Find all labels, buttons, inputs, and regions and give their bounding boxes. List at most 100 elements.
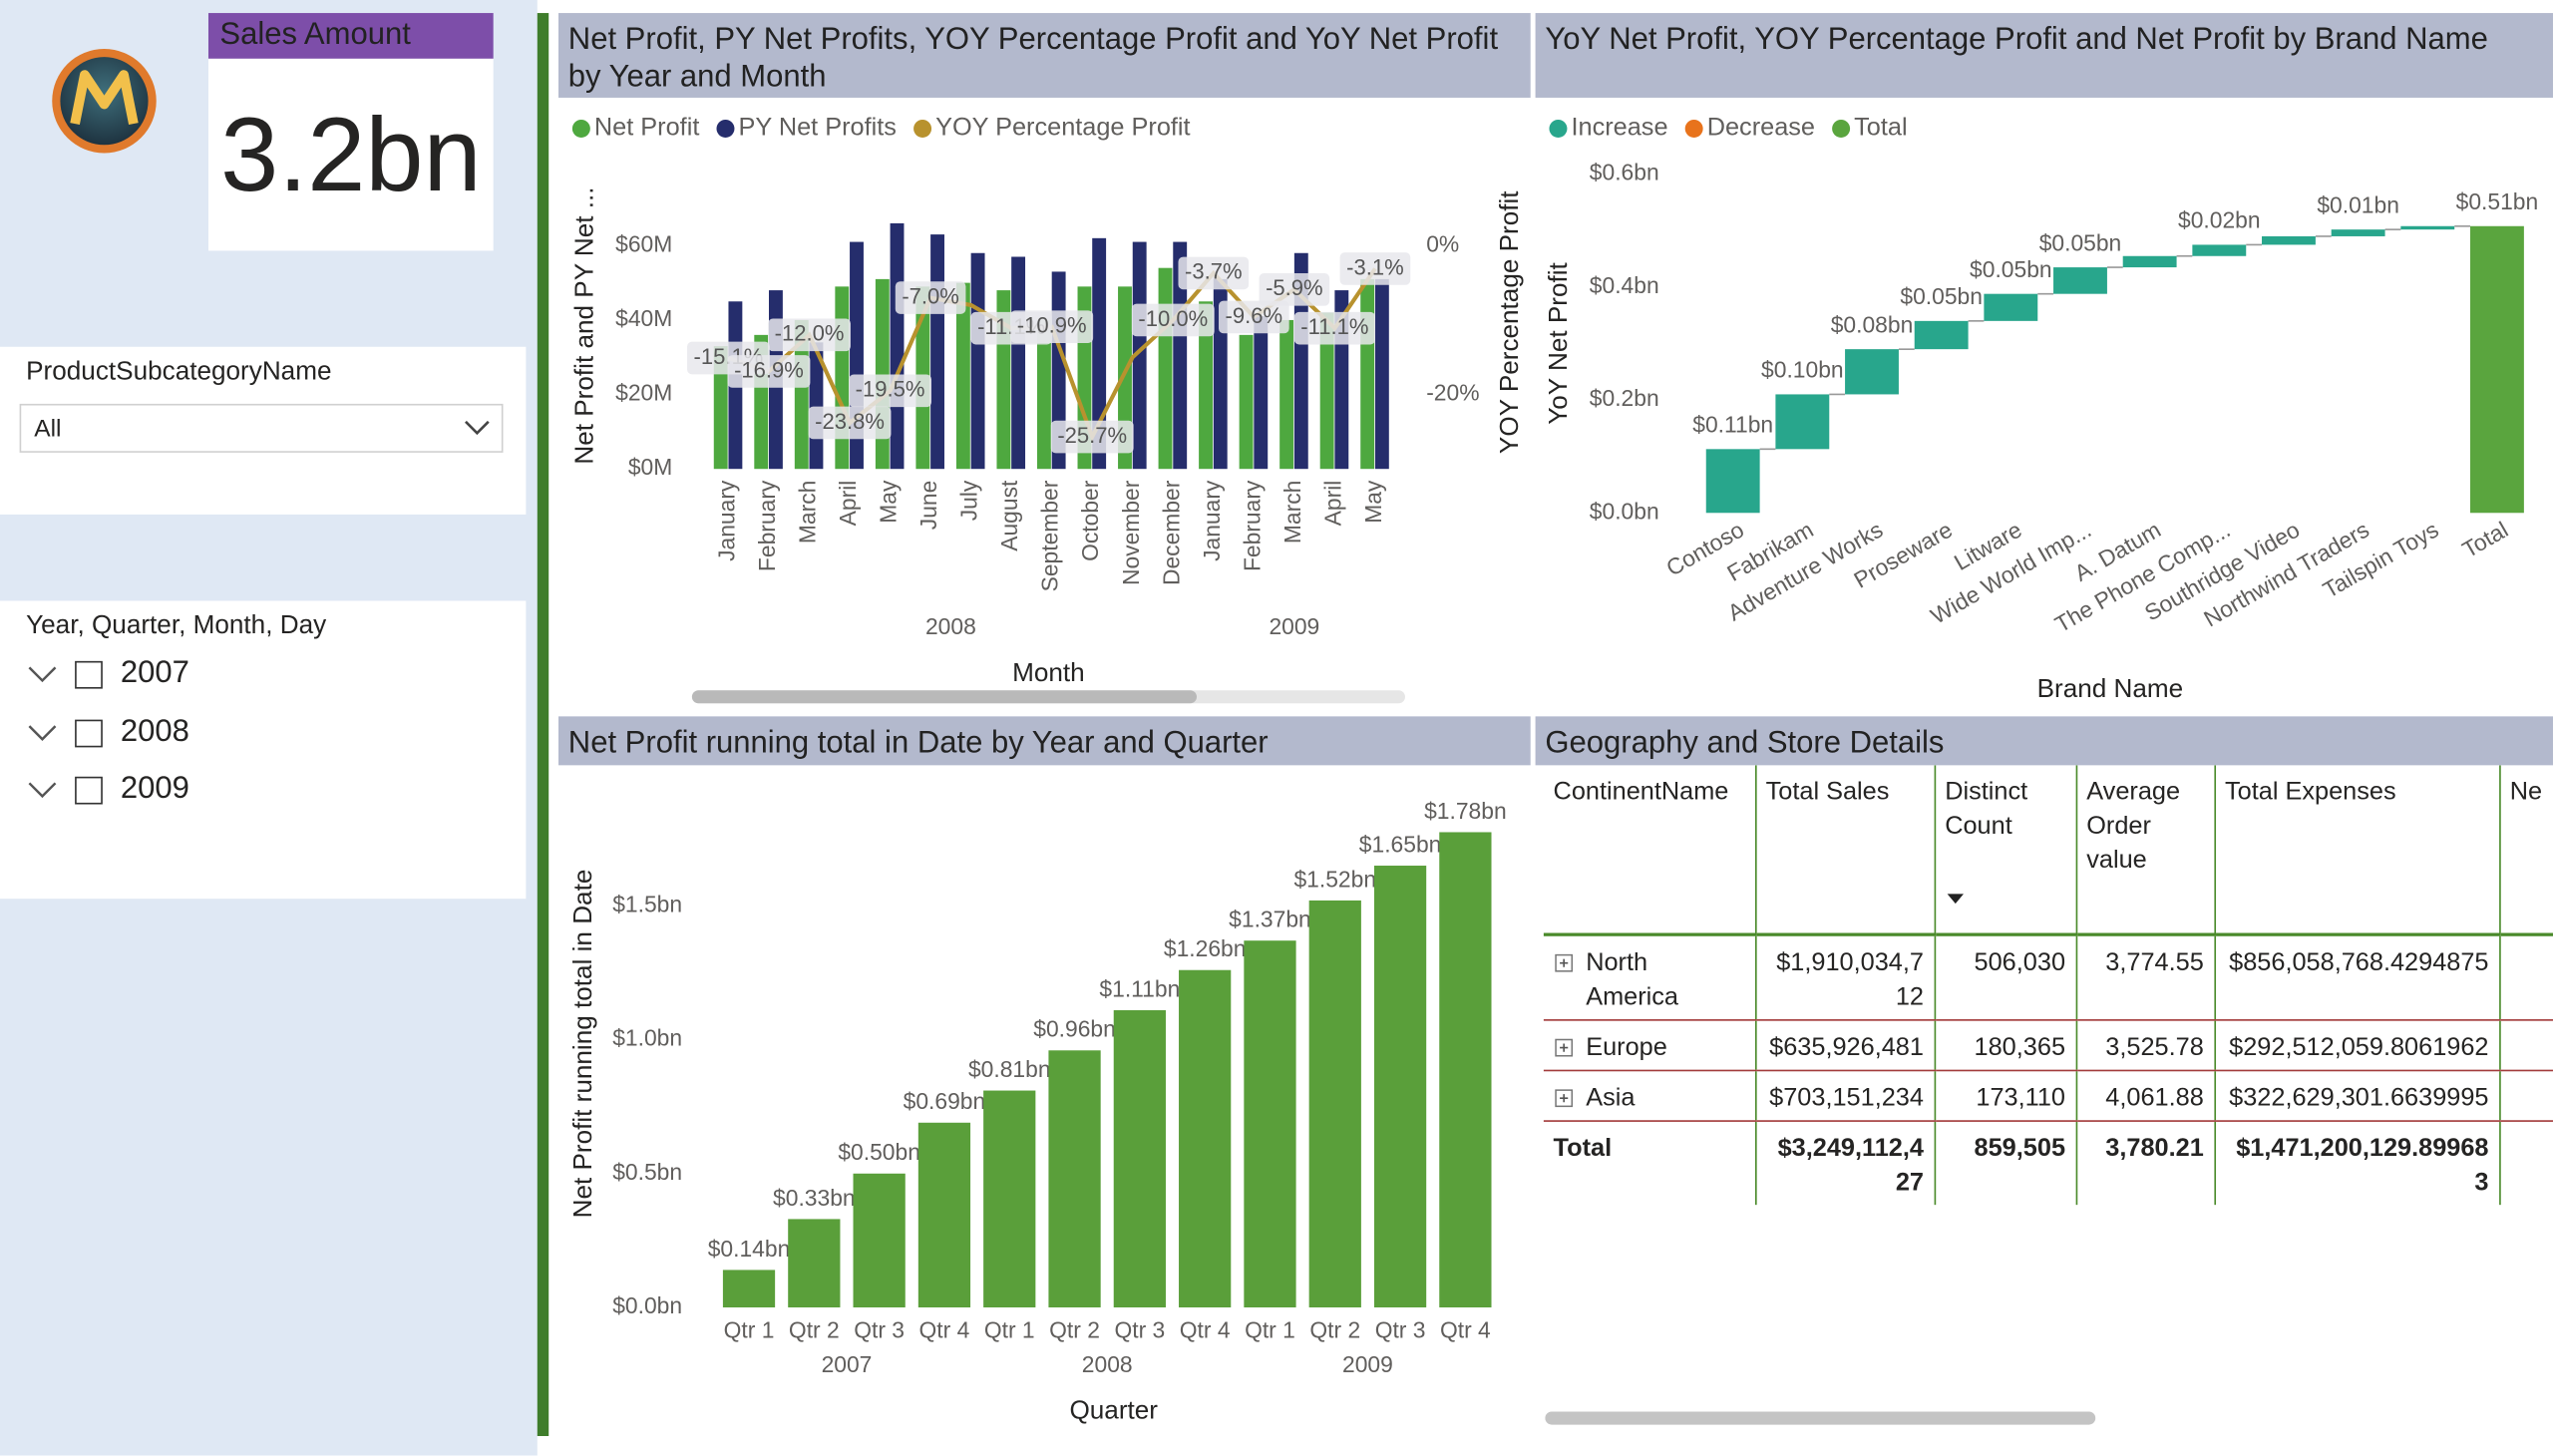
table-cell: Europe bbox=[1543, 1019, 1755, 1072]
column-header[interactable]: ContinentName bbox=[1543, 765, 1755, 936]
dropdown[interactable]: All bbox=[19, 403, 504, 453]
column-header[interactable]: Distinct Count bbox=[1933, 765, 2076, 936]
column-header-text: Ne bbox=[2509, 778, 2543, 807]
chevron bbox=[28, 782, 57, 799]
cell-text: 3,525.78 bbox=[2105, 1033, 2204, 1062]
cell-text: $1,910,034,712 bbox=[1776, 948, 1924, 1011]
cell-text: $3,249,112,427 bbox=[1777, 1134, 1924, 1197]
visual-title: YoY Net Profit, YOY Percentage Profit an… bbox=[1535, 13, 2553, 98]
table-cell: 3,774.55 bbox=[2074, 934, 2215, 1021]
table-cell: North America bbox=[1543, 934, 1755, 1021]
panel: Net Profit, PY Net Profits, YOY Percenta… bbox=[557, 13, 1531, 704]
table-row: Asia $703,151,234 173,110 4,061.88 $322,629,… bbox=[1543, 1070, 2553, 1122]
cell-text: $856,058,768.4294875 bbox=[2229, 948, 2489, 977]
cell-text: $635,926,481 bbox=[1769, 1033, 1924, 1062]
column-header[interactable]: Average Order value bbox=[2074, 765, 2215, 936]
chevron bbox=[28, 666, 57, 683]
slicer-title: ProductSubcategoryName bbox=[26, 358, 332, 386]
table-cell: $3,249,112,427 bbox=[1754, 1121, 1935, 1206]
table-cell: $1,471,200,129.899683 bbox=[2213, 1121, 2500, 1206]
slicer: Year, Quarter, Month, Day 2007 2008 2009 bbox=[0, 600, 527, 900]
column-header-text: ContinentName bbox=[1553, 778, 1729, 807]
dropdown-value: All bbox=[34, 415, 62, 444]
cell-text: 173,110 bbox=[1976, 1084, 2066, 1113]
column-header-text: Total Expenses bbox=[2225, 778, 2396, 807]
divider bbox=[537, 13, 549, 1436]
slicer-label: 2009 bbox=[120, 771, 189, 807]
cell-text: Asia bbox=[1586, 1084, 1636, 1113]
chevron bbox=[465, 420, 490, 436]
cell-text: North America bbox=[1586, 948, 1679, 1011]
table-cell: 4,061.88 bbox=[2074, 1070, 2215, 1122]
slicer-item[interactable]: 2008 bbox=[26, 714, 352, 763]
table-cell: 180,365 bbox=[1933, 1019, 2076, 1072]
header-row: ContinentName Total Sales Distinct Count Av… bbox=[1543, 765, 2553, 936]
table-row: Europe $635,926,481 180,365 3,525.78 $292,51… bbox=[1543, 1019, 2553, 1072]
logo bbox=[52, 48, 157, 154]
table-cell: 859,505 bbox=[1933, 1121, 2076, 1206]
checkbox bbox=[75, 718, 103, 747]
table-cell: $635,926,481 bbox=[1754, 1019, 1935, 1072]
sort-arrow bbox=[1946, 894, 1964, 905]
table-container: ContinentName Total Sales Distinct Count Av… bbox=[1543, 765, 2553, 1221]
expand-icon[interactable] bbox=[1555, 1038, 1574, 1057]
cell-text: $322,629,301.6639995 bbox=[2229, 1084, 2489, 1113]
panel: YoY Net Profit, YOY Percentage Profit an… bbox=[1535, 13, 2553, 704]
card-title: Sales Amount bbox=[207, 13, 494, 59]
chevron bbox=[28, 724, 57, 741]
checkbox bbox=[75, 660, 103, 689]
table-cell: $1,910,034,712 bbox=[1754, 934, 1935, 1021]
slicer-title: Year, Quarter, Month, Day bbox=[26, 611, 327, 640]
cell-text: 3,774.55 bbox=[2105, 948, 2204, 977]
cell-text: Europe bbox=[1586, 1033, 1667, 1062]
cell-text: 859,505 bbox=[1974, 1134, 2066, 1163]
column-header[interactable]: Total Sales bbox=[1754, 765, 1935, 936]
column-header[interactable]: Total Expenses bbox=[2213, 765, 2500, 936]
table-row: North America $1,910,034,712 506,030 3,774.… bbox=[1543, 934, 2553, 1021]
table-cell: 3,525.78 bbox=[2074, 1019, 2215, 1072]
table-cell: Asia bbox=[1543, 1070, 1755, 1122]
table-cell: $292,512,059.8061962 bbox=[2213, 1019, 2500, 1072]
table-cell: Total bbox=[1544, 1121, 1755, 1205]
table-cell: 3,780.21 bbox=[2074, 1121, 2215, 1206]
column-header-text: Total Sales bbox=[1765, 778, 1890, 807]
cell-text: 4,061.88 bbox=[2105, 1084, 2204, 1113]
slicer-item[interactable]: 2009 bbox=[26, 772, 352, 821]
cell-text: $1,471,200,129.899683 bbox=[2236, 1134, 2489, 1197]
table-cell: $322,629,301.6639995 bbox=[2213, 1070, 2500, 1122]
slicer-label: 2008 bbox=[120, 713, 189, 749]
table-cell: 173,110 bbox=[1933, 1070, 2076, 1122]
column-header-text: Average Order value bbox=[2086, 778, 2181, 875]
table-cell bbox=[2498, 1019, 2553, 1072]
table-cell: 506,030 bbox=[1933, 934, 2076, 1021]
scrollbar[interactable] bbox=[1545, 1411, 2096, 1425]
cell-text: $292,512,059.8061962 bbox=[2229, 1033, 2489, 1062]
table: ContinentName Total Sales Distinct Count Av… bbox=[1543, 765, 2553, 1206]
panel: Net Profit running total in Date by Year… bbox=[557, 716, 1531, 1436]
cell-text: $703,151,234 bbox=[1769, 1084, 1924, 1113]
checkbox bbox=[75, 776, 103, 805]
cell-text: 506,030 bbox=[1974, 948, 2066, 977]
slicer-label: 2007 bbox=[120, 655, 189, 691]
cell-text: 3,780.21 bbox=[2105, 1134, 2204, 1163]
table-cell: $ bbox=[2498, 1121, 2553, 1206]
visual-title: Net Profit running total in Date by Year… bbox=[557, 716, 1531, 766]
cell-text: Total bbox=[1553, 1134, 1613, 1163]
table-cell: $856,058,768.4294875 bbox=[2213, 934, 2500, 1021]
table-cell: $703,151,234 bbox=[1754, 1070, 1935, 1122]
column-header-text: Distinct Count bbox=[1945, 778, 2028, 841]
visual-title: Net Profit, PY Net Profits, YOY Percenta… bbox=[557, 13, 1531, 98]
expand-icon[interactable] bbox=[1555, 953, 1574, 972]
cell-text: 180,365 bbox=[1974, 1033, 2066, 1062]
card: Sales Amount 3.2bn bbox=[207, 13, 494, 251]
table-cell bbox=[2498, 1070, 2553, 1122]
card-value: 3.2bn bbox=[220, 96, 482, 213]
column-header[interactable]: Ne bbox=[2498, 765, 2553, 936]
visual-title: Geography and Store Details bbox=[1535, 716, 2553, 766]
expand-icon[interactable] bbox=[1555, 1089, 1574, 1108]
slicer: ProductSubcategoryName All bbox=[0, 346, 527, 515]
table-cell: $ bbox=[2498, 934, 2553, 1021]
slicer-item[interactable]: 2007 bbox=[26, 656, 352, 705]
table-row: Total $3,249,112,427 859,505 3,780.21 $1,471… bbox=[1544, 1121, 2553, 1206]
